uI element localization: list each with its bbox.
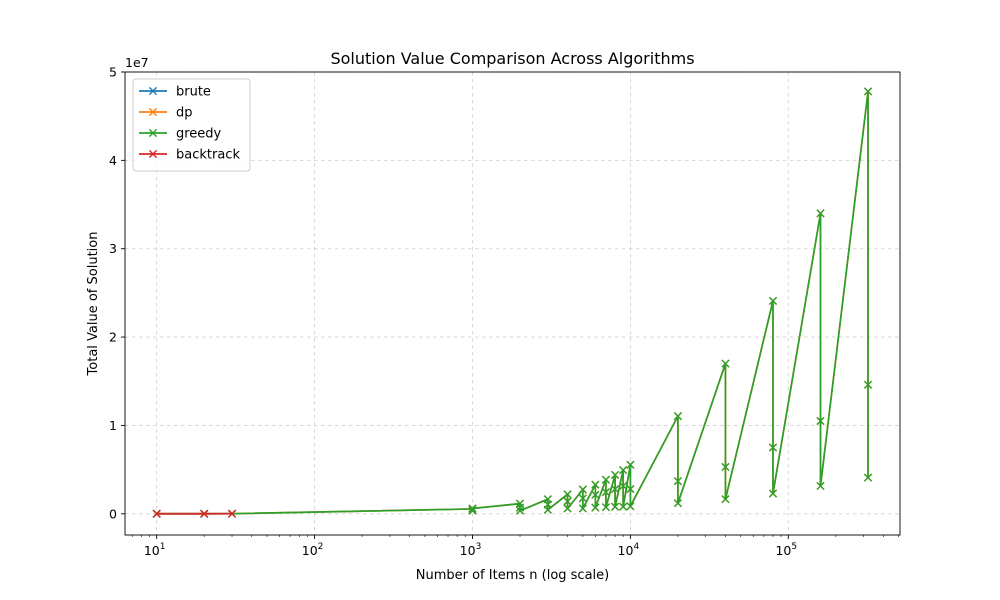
data-point [673,499,683,508]
data-point [673,412,683,421]
legend: brute dp greedy backtrack [132,78,251,172]
series-greedy [152,87,873,518]
data-point [152,509,161,518]
legend-label: brute [176,85,211,100]
data-point [768,296,778,305]
data-point [610,484,620,494]
data-point [227,509,237,518]
data-point [468,504,477,513]
data-point [721,495,730,504]
legend-entry-backtrack: backtrack [139,148,240,163]
data-point [619,481,628,491]
y-axis-label: Total Value of Solution [86,232,101,377]
legend-box [132,78,251,172]
data-point [863,380,873,389]
y-tick-label: 0 [109,506,117,521]
data-point [721,359,730,368]
series-dp [152,87,873,518]
x-tick-label: 104 [618,542,640,558]
legend-marker [148,149,158,159]
data-point [721,462,730,472]
data-point [601,488,611,497]
legend-marker [148,128,158,138]
data-point [515,503,525,512]
legend-label: greedy [176,127,222,142]
legend-marker [148,107,158,117]
y-tick-label: 4 [109,153,117,168]
data-point [578,494,587,503]
data-point [863,87,873,96]
legend-entry-brute: brute [139,85,211,100]
data-point [591,503,600,512]
legend-marker [148,86,158,96]
data-point [543,505,552,514]
data-point [563,504,572,513]
data-point [610,470,620,480]
data-point [563,497,572,506]
data-point [619,502,628,511]
data-point [578,504,587,513]
data-point [515,506,525,515]
y-tick-label: 1 [109,418,117,433]
y-tick-label: 3 [109,241,117,256]
ticks-layer: 101 102 103 104 105 0 1 2 3 4 5 [109,65,899,558]
x-tick-label: 101 [144,542,166,558]
series-line-dp [156,90,869,515]
series-backtrack [152,509,237,518]
data-point [601,475,611,484]
data-point [200,509,209,518]
data-point [816,209,825,218]
x-tick-label: 103 [460,542,482,558]
data-point [626,502,635,511]
data-point [816,416,825,426]
y-offset-label: 1e7 [125,55,149,70]
legend-label: dp [176,106,193,121]
x-axis-label: Number of Items n (log scale) [416,568,609,583]
plot-frame [124,71,901,536]
y-tick-label: 5 [109,65,117,80]
series-line-greedy [156,90,869,515]
data-point [591,490,600,499]
data-point [619,465,628,475]
y-tick-label: 2 [109,330,117,345]
x-tick-label: 105 [775,542,797,558]
data-point [863,473,873,482]
legend-entry-greedy: greedy [139,127,222,142]
chart-title: Solution Value Comparison Across Algorit… [330,49,694,68]
data-point [468,506,477,515]
data-point [768,443,778,452]
data-point [626,460,635,469]
legend-entry-dp: dp [139,106,193,121]
data-point [591,480,600,489]
data-point [563,490,572,499]
x-tick-label: 102 [302,542,324,558]
data-point [816,481,825,491]
data-point [768,489,778,498]
data-point [626,484,635,494]
series-layer [152,87,873,518]
data-point [610,502,620,511]
data-point [578,485,587,494]
data-point [673,477,683,486]
data-point [601,503,611,512]
legend-label: backtrack [176,148,240,163]
